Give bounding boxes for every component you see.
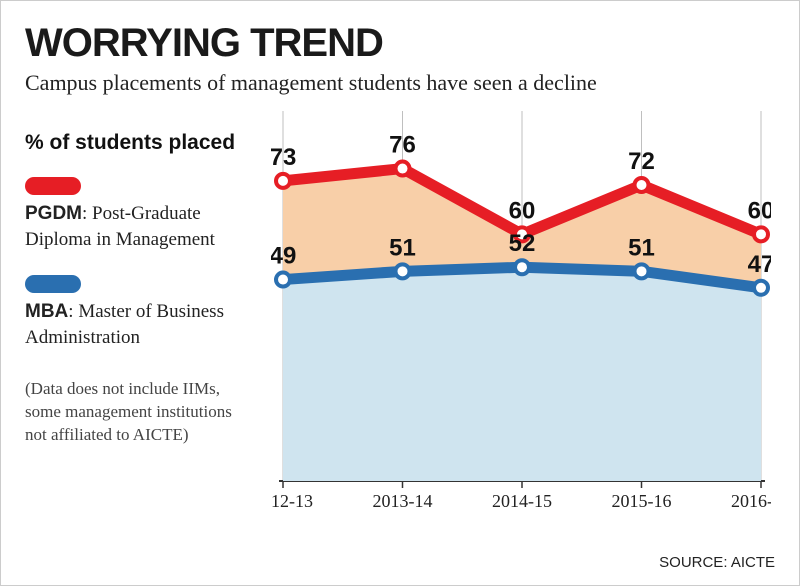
svg-text:60: 60 [748, 197, 771, 224]
svg-text:51: 51 [389, 234, 416, 261]
legend-pgdm-text: PGDM: Post-Graduate Diploma in Managemen… [25, 201, 255, 252]
legend-mba-swatch [25, 275, 81, 293]
svg-text:2016-17: 2016-17 [731, 491, 771, 511]
footnote: (Data does not include IIMs, some manage… [25, 378, 255, 447]
svg-text:49: 49 [271, 243, 296, 270]
svg-text:2012-13: 2012-13 [271, 491, 313, 511]
legend-mba-abbr: MBA [25, 301, 68, 322]
legend-pgdm-abbr: PGDM [25, 203, 82, 224]
svg-text:52: 52 [509, 230, 536, 257]
line-chart-svg: 2012-13 2013-14 2014-15 2015-16 2016-17 73 76 6… [271, 101, 771, 521]
svg-text:73: 73 [271, 144, 296, 171]
legend-mba: MBA: Master of Business Administration [25, 275, 255, 351]
source-label: SOURCE: AICTE [659, 554, 775, 571]
svg-text:76: 76 [389, 132, 416, 159]
svg-text:72: 72 [628, 148, 655, 175]
page-title: WORRYING TREND [25, 21, 775, 66]
svg-text:2014-15: 2014-15 [492, 491, 552, 511]
infographic-container: WORRYING TREND Campus placements of mana… [1, 1, 799, 585]
legend-pgdm-swatch [25, 177, 81, 195]
legend-mba-text: MBA: Master of Business Administration [25, 299, 255, 350]
y-axis-label: % of students placed [25, 131, 255, 155]
svg-text:51: 51 [628, 234, 655, 261]
svg-text:60: 60 [509, 197, 536, 224]
svg-text:2013-14: 2013-14 [373, 491, 433, 511]
page-subtitle: Campus placements of management students… [25, 70, 775, 96]
legend-pgdm: PGDM: Post-Graduate Diploma in Managemen… [25, 177, 255, 253]
chart-area: 2012-13 2013-14 2014-15 2015-16 2016-17 73 76 6… [271, 101, 771, 521]
svg-text:47: 47 [748, 251, 771, 278]
legend-column: % of students placed PGDM: Post-Graduate… [25, 131, 255, 447]
svg-text:2015-16: 2015-16 [612, 491, 672, 511]
